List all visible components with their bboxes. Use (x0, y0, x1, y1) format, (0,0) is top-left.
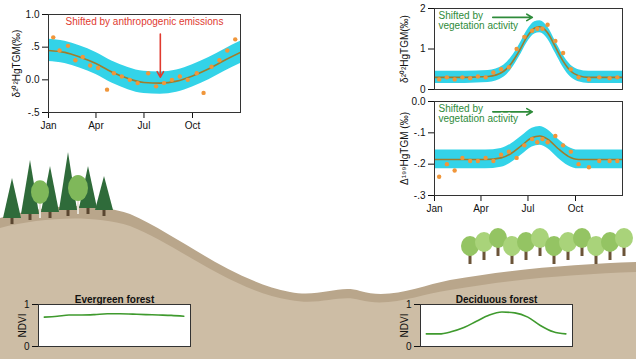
svg-text:Shifted byvegetation activity: Shifted byvegetation activity (439, 103, 519, 124)
svg-text:Jul: Jul (522, 203, 535, 214)
svg-text:0: 0 (420, 84, 426, 95)
svg-text:0.0: 0.0 (412, 96, 426, 107)
svg-text:δ²⁰²HgTGM(‰): δ²⁰²HgTGM(‰) (11, 30, 22, 98)
svg-text:Jul: Jul (138, 120, 151, 131)
svg-text:1: 1 (406, 299, 412, 310)
svg-text:Shifted byvegetation activity: Shifted byvegetation activity (439, 10, 519, 31)
svg-text:-.2: -.2 (414, 158, 426, 169)
svg-text:Jan: Jan (426, 203, 442, 214)
svg-text:0.0: 0.0 (26, 74, 40, 85)
svg-text:1: 1 (420, 43, 426, 54)
svg-text:.5: .5 (31, 41, 40, 52)
svg-text:-.5: -.5 (28, 107, 40, 118)
svg-text:Evergreen forest: Evergreen forest (75, 294, 155, 305)
svg-text:Δ¹⁹⁹HgTGM (‰): Δ¹⁹⁹HgTGM (‰) (399, 112, 410, 185)
svg-text:NDVI: NDVI (17, 314, 28, 338)
svg-text:Shifted by anthropogenic emiss: Shifted by anthropogenic emissions (66, 16, 224, 27)
svg-text:δ²⁰²HgTGM(‰): δ²⁰²HgTGM(‰) (399, 15, 410, 83)
svg-text:1: 1 (24, 299, 30, 310)
svg-text:-.1: -.1 (414, 127, 426, 138)
svg-text:Oct: Oct (568, 203, 584, 214)
svg-text:Oct: Oct (185, 120, 201, 131)
svg-text:1.0: 1.0 (26, 9, 40, 20)
svg-text:Deciduous forest: Deciduous forest (456, 294, 538, 305)
svg-text:Apr: Apr (473, 203, 489, 214)
svg-text:-.3: -.3 (414, 190, 426, 201)
svg-text:2: 2 (420, 3, 426, 14)
svg-text:Apr: Apr (88, 120, 104, 131)
svg-text:0: 0 (406, 341, 412, 352)
svg-text:Jan: Jan (40, 120, 56, 131)
svg-text:0: 0 (24, 341, 30, 352)
svg-text:NDVI: NDVI (399, 314, 410, 338)
